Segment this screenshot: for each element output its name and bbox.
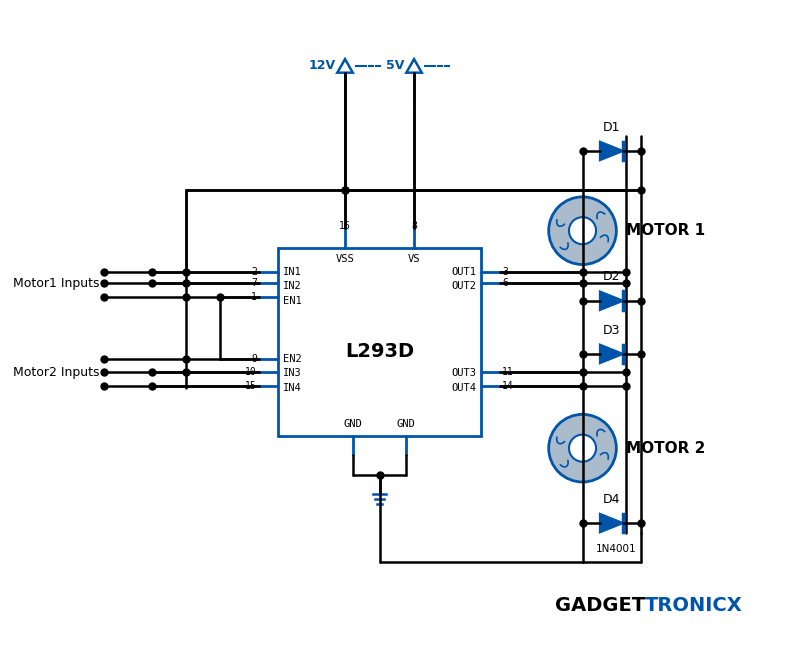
Text: D2: D2 (602, 271, 620, 284)
Polygon shape (600, 141, 623, 160)
Text: 16: 16 (339, 222, 351, 231)
Text: Motor1 Inputs: Motor1 Inputs (13, 277, 99, 290)
Text: EN2: EN2 (283, 354, 302, 364)
Circle shape (569, 435, 596, 462)
FancyBboxPatch shape (278, 247, 481, 436)
Text: TRONICX: TRONICX (646, 596, 743, 615)
Text: D3: D3 (602, 324, 620, 337)
Text: 10: 10 (245, 368, 257, 377)
Text: 14: 14 (502, 381, 514, 391)
Text: IN3: IN3 (283, 368, 302, 379)
Text: 3: 3 (502, 267, 508, 276)
Text: GADGET: GADGET (555, 596, 646, 615)
Text: IN4: IN4 (283, 383, 302, 393)
Text: Motor2 Inputs: Motor2 Inputs (13, 366, 99, 379)
Text: 7: 7 (251, 278, 257, 288)
Text: MOTOR 1: MOTOR 1 (626, 224, 705, 238)
Text: 1: 1 (251, 292, 257, 302)
Text: VSS: VSS (336, 255, 354, 264)
Text: 11: 11 (502, 368, 514, 377)
Text: 12V: 12V (308, 59, 335, 72)
Polygon shape (600, 514, 623, 532)
Circle shape (569, 217, 596, 244)
Text: IN2: IN2 (283, 281, 302, 291)
Text: OUT2: OUT2 (451, 281, 476, 291)
Polygon shape (338, 59, 353, 72)
Text: D1: D1 (602, 121, 620, 134)
Text: 15: 15 (245, 381, 257, 391)
Text: 8: 8 (411, 222, 417, 231)
Text: 2: 2 (251, 267, 257, 276)
Text: VS: VS (408, 255, 420, 264)
Text: OUT4: OUT4 (451, 383, 476, 393)
Text: D4: D4 (602, 493, 620, 506)
Text: GND: GND (397, 419, 415, 430)
Text: IN1: IN1 (283, 267, 302, 276)
Text: EN1: EN1 (283, 296, 302, 306)
Text: OUT1: OUT1 (451, 267, 476, 276)
Text: 1N4001: 1N4001 (596, 545, 637, 554)
Circle shape (549, 197, 616, 264)
Text: MOTOR 2: MOTOR 2 (626, 441, 706, 455)
Text: 5V: 5V (386, 59, 404, 72)
Text: 6: 6 (502, 278, 508, 288)
Text: 9: 9 (251, 354, 257, 364)
Polygon shape (406, 59, 422, 72)
Text: OUT3: OUT3 (451, 368, 476, 379)
Polygon shape (600, 291, 623, 310)
Polygon shape (600, 345, 623, 363)
Text: L293D: L293D (345, 342, 414, 361)
Circle shape (549, 414, 616, 482)
Text: GND: GND (344, 419, 362, 430)
